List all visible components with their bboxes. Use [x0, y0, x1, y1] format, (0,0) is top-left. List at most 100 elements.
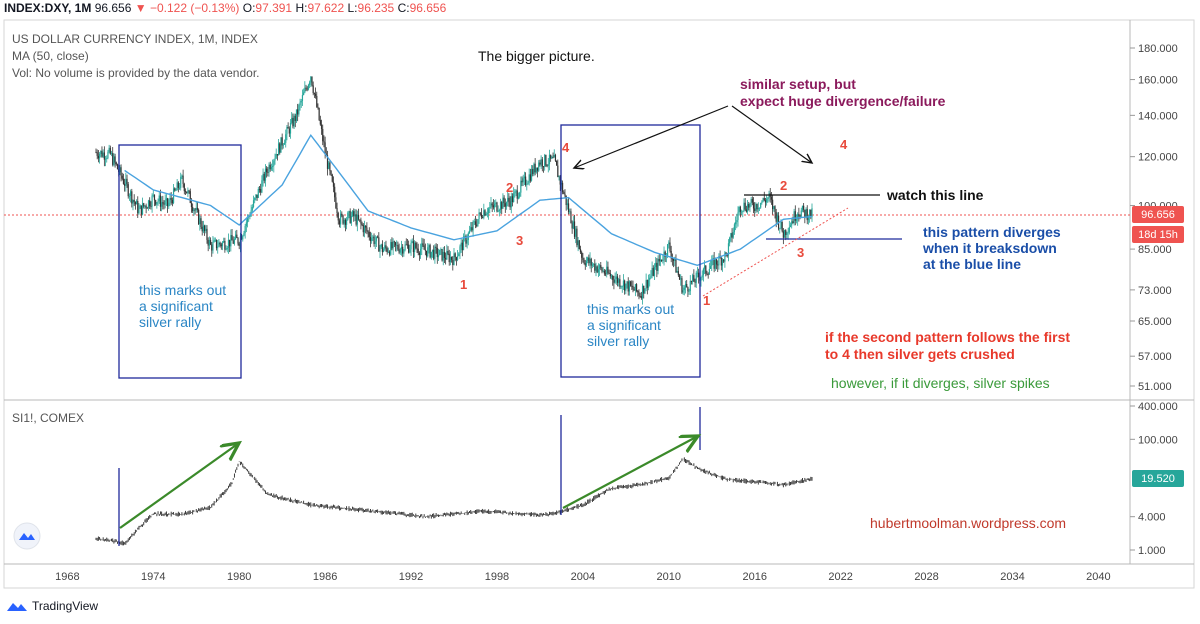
- wave-label-3a: 3: [516, 233, 523, 248]
- dxy-candle-body: [545, 154, 547, 166]
- time-axis: 1968 1974 1980 1986 1992 1998 2004 2010 2016 2022…: [55, 571, 1111, 583]
- dxy-candle-body: [410, 242, 412, 250]
- dxy-candle-body: [676, 271, 678, 273]
- dxy-candle-body: [788, 227, 790, 233]
- dxy-candle-body: [227, 239, 230, 248]
- dxy-candle-body: [682, 290, 684, 293]
- dxy-candle-body: [705, 265, 707, 274]
- dxy-candle-body: [423, 245, 425, 250]
- dxy-candle-body: [542, 166, 545, 168]
- dxy-candle-body: [462, 236, 465, 251]
- time-axis-tick-label: 2040: [1086, 571, 1110, 583]
- similar-setup-line-1: similar setup, but: [740, 76, 856, 92]
- dxy-candle-body: [672, 259, 675, 261]
- dxy-candle-body: [695, 272, 697, 283]
- dxy-candle-body: [161, 202, 163, 207]
- chart-canvas[interactable]: 180.000 160.000 140.000 120.000 100.000 85.00…: [0, 0, 1200, 596]
- dxy-candle-body: [155, 200, 157, 205]
- dxy-candle-body: [520, 180, 522, 193]
- ma-legend[interactable]: MA (50, close): [12, 49, 89, 63]
- pane-logo-button[interactable]: [13, 522, 41, 550]
- dxy-candle-body: [217, 246, 219, 249]
- dxy-candle-body: [332, 181, 335, 187]
- time-axis-tick-label: 2028: [914, 571, 938, 583]
- symbol-name[interactable]: INDEX:DXY, 1M: [4, 1, 92, 15]
- dxy-candle-body: [533, 163, 535, 175]
- dxy-candle-body: [634, 284, 636, 291]
- dxy-candle-body: [374, 241, 376, 245]
- dxy-candle-body: [514, 191, 516, 194]
- dxy-candle-body: [663, 251, 665, 261]
- dxy-candle-body: [276, 154, 278, 156]
- dxy-candle-body: [775, 212, 777, 222]
- website-credit: hubertmoolman.wordpress.com: [870, 515, 1066, 531]
- dxy-candle-body: [740, 211, 743, 213]
- upper-legend-title[interactable]: US DOLLAR CURRENCY INDEX, 1M, INDEX: [12, 32, 258, 46]
- lower-legend-title[interactable]: SI1!, COMEX: [12, 411, 84, 425]
- dxy-candle-body: [584, 263, 586, 266]
- dxy-candle-body: [770, 197, 773, 200]
- pattern-diverges-line-1: this pattern diverges: [923, 224, 1061, 240]
- second-pattern-line-1: if the second pattern follows the first: [825, 329, 1070, 345]
- lower-price-axis: 400.000 100.000 4.000 1.000: [1130, 401, 1178, 557]
- dxy-candle-body: [311, 76, 313, 86]
- dxy-candle-body: [434, 246, 436, 259]
- upper-axis-tick-label: 51.000: [1138, 381, 1172, 393]
- time-axis-tick-label: 2016: [742, 571, 766, 583]
- close-value: 96.656: [409, 1, 447, 15]
- dxy-candle-body: [631, 285, 633, 287]
- time-axis-tick-label: 1986: [313, 571, 337, 583]
- dxy-candle-body: [398, 249, 400, 253]
- dxy-candle-body: [613, 279, 615, 283]
- dxy-candle-body: [334, 186, 336, 198]
- dxy-candle-body: [619, 279, 621, 287]
- dxy-candle-body: [541, 159, 543, 167]
- dxy-candle-body: [435, 246, 437, 248]
- dxy-candle-body: [380, 244, 382, 247]
- dxy-candle-body: [288, 128, 290, 134]
- dxy-candle-body: [305, 87, 307, 89]
- dxy-candle-body: [686, 283, 688, 288]
- dxy-candle-body: [130, 191, 132, 196]
- dxy-candle-body: [569, 211, 571, 213]
- dxy-candle-body: [571, 223, 573, 229]
- dxy-candle-body: [409, 249, 411, 253]
- dxy-candle-body: [365, 225, 367, 228]
- dxy-candle-body: [643, 285, 645, 294]
- time-axis-tick-label: 1980: [227, 571, 251, 583]
- dxy-candle-body: [109, 147, 111, 154]
- dxy-candle-body: [189, 191, 191, 203]
- dxy-candle-body: [174, 188, 176, 191]
- footer-brand[interactable]: TradingView: [32, 599, 99, 613]
- dxy-candle-body: [272, 166, 274, 168]
- open-label: O:: [242, 1, 256, 15]
- dxy-candle-body: [445, 257, 447, 260]
- dxy-candle-body: [713, 258, 715, 269]
- dxy-candle-body: [135, 200, 138, 205]
- diverges-spikes-text: however, if it diverges, silver spikes: [831, 375, 1050, 391]
- dxy-candle-body: [323, 141, 325, 143]
- dxy-candle-body: [637, 290, 639, 293]
- dxy-candle-body: [318, 107, 320, 121]
- dxy-candle-body: [732, 232, 734, 238]
- dxy-candle-body: [810, 209, 812, 218]
- dxy-candle-body: [140, 205, 142, 215]
- dxy-candle-body: [492, 205, 494, 208]
- dxy-candle-body: [737, 212, 739, 221]
- dxy-candle-body: [277, 143, 280, 156]
- dxy-candle-body: [441, 249, 443, 261]
- dxy-candle-body: [243, 233, 245, 236]
- dxy-candle-body: [674, 258, 676, 261]
- dxy-candle-body: [557, 165, 559, 178]
- dxy-candle-body: [275, 154, 277, 159]
- pattern-diverges-line-3: at the blue line: [923, 256, 1021, 272]
- dxy-candle-body: [577, 240, 579, 246]
- dxy-candle-body: [371, 238, 373, 241]
- dxy-candle-body: [521, 180, 523, 183]
- dxy-candle-body: [182, 175, 184, 184]
- dxy-candle-body: [708, 268, 710, 275]
- dxy-candle-body: [171, 199, 173, 204]
- wave-label-1a: 1: [460, 277, 467, 292]
- dxy-candle-body: [421, 243, 423, 250]
- dxy-candle-body: [266, 168, 268, 173]
